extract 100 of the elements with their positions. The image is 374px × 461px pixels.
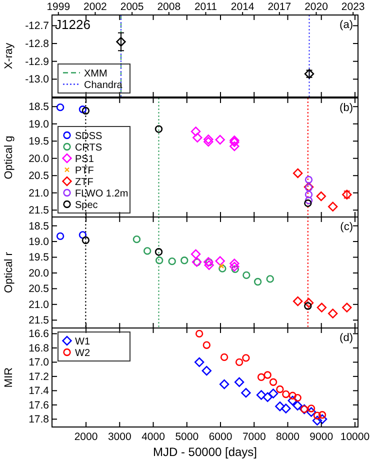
x2-tick-label: 2008 — [157, 1, 181, 13]
y-axis-title: MIR — [3, 367, 15, 388]
legend-label: FLWO 1.2m — [75, 188, 128, 200]
y-tick-label: 19.5 — [28, 136, 50, 148]
point — [317, 414, 328, 424]
x2-tick-label: 2020 — [304, 1, 328, 13]
y-tick-label: 17.2 — [28, 370, 50, 383]
x-tick-label: 2000 — [74, 431, 98, 443]
y-tick-label: 17.8 — [28, 414, 50, 426]
point — [288, 392, 296, 400]
point — [202, 366, 212, 376]
point — [316, 191, 326, 202]
point — [292, 296, 303, 306]
legend-label: PS1 — [75, 154, 94, 165]
point — [234, 377, 244, 387]
y-tick-label: 20.5 — [28, 283, 50, 296]
point — [192, 132, 202, 143]
x2-tick-label: 2023 — [341, 1, 365, 13]
point — [264, 371, 272, 379]
y-tick-label: 18.5 — [28, 101, 50, 114]
point — [304, 196, 313, 204]
y-tick-label: 20.5 — [28, 170, 50, 182]
annotation: J1226 — [55, 17, 90, 32]
point — [256, 390, 266, 400]
legend-label: Spec — [75, 200, 98, 211]
y-tick-label: 19.5 — [28, 252, 50, 264]
point — [342, 302, 352, 312]
point — [304, 302, 312, 310]
point — [269, 378, 278, 386]
point — [180, 256, 188, 264]
point — [154, 125, 163, 133]
annotation: (a) — [340, 19, 353, 31]
point — [304, 298, 314, 308]
y-tick-label: 21.0 — [28, 298, 50, 311]
point — [230, 141, 240, 152]
x2-tick-label: 1999 — [46, 1, 70, 13]
y-tick-label: -12.8 — [25, 38, 50, 50]
x2-tick-label: 2005 — [120, 1, 144, 13]
legend-label: W2 — [75, 348, 90, 359]
x-tick-label: 3000 — [108, 431, 132, 443]
point — [195, 330, 204, 338]
point — [215, 134, 225, 145]
y-tick-label: 21.5 — [28, 204, 50, 217]
point — [215, 256, 225, 266]
point — [316, 302, 327, 312]
point — [242, 354, 250, 362]
point — [328, 202, 338, 212]
point — [204, 134, 214, 144]
point — [304, 176, 313, 184]
point — [154, 248, 163, 256]
point — [242, 271, 250, 280]
ref-line-label: Chandra — [84, 80, 123, 91]
point — [276, 385, 284, 394]
point — [292, 168, 303, 178]
x2-tick-label: 2017 — [268, 1, 292, 13]
point — [307, 404, 316, 412]
point — [292, 400, 302, 410]
x-tick-label: 4000 — [142, 431, 166, 443]
x-tick-label: 7000 — [242, 431, 266, 443]
y-tick-label: 19.0 — [28, 118, 50, 130]
legend-label: W1 — [75, 336, 90, 348]
point — [220, 353, 228, 362]
x-tick-label: 6000 — [208, 431, 232, 443]
y-tick-label: 20.0 — [28, 152, 50, 165]
x2-tick-label: 2011 — [194, 1, 218, 13]
point — [56, 232, 64, 240]
y-tick-label: 16.8 — [28, 342, 50, 354]
y-tick-label: 21.0 — [28, 187, 50, 200]
x2-tick-label: 2014 — [230, 1, 254, 13]
point — [328, 308, 338, 318]
y-tick-label: 17.6 — [28, 399, 50, 412]
x-tick-label: 5000 — [175, 431, 199, 443]
point — [168, 257, 176, 266]
y-tick-label: -12.7 — [25, 20, 50, 32]
point — [306, 407, 316, 417]
point — [230, 262, 240, 272]
point — [218, 264, 226, 272]
point — [288, 396, 298, 406]
y-tick-label: -12.9 — [25, 56, 50, 68]
point — [304, 190, 313, 198]
annotation: (c) — [340, 221, 353, 233]
y-tick-label: 19.0 — [28, 236, 50, 248]
point — [257, 373, 266, 381]
point — [190, 249, 201, 259]
point — [190, 126, 201, 136]
point — [230, 258, 240, 268]
y-tick-label: 17.4 — [28, 385, 50, 398]
y-tick-label: 17.0 — [28, 356, 50, 369]
point — [241, 388, 251, 398]
point — [282, 390, 290, 398]
point — [235, 358, 244, 366]
point — [78, 231, 87, 239]
point — [218, 263, 224, 269]
point — [204, 136, 214, 147]
legend-label: ZTF — [75, 176, 94, 188]
y-axis-title: Optical r — [3, 252, 15, 293]
y-tick-label: 18.5 — [28, 220, 50, 232]
text: PTF — [75, 165, 94, 176]
point — [219, 379, 230, 390]
y-tick-label: 16.6 — [28, 328, 50, 340]
